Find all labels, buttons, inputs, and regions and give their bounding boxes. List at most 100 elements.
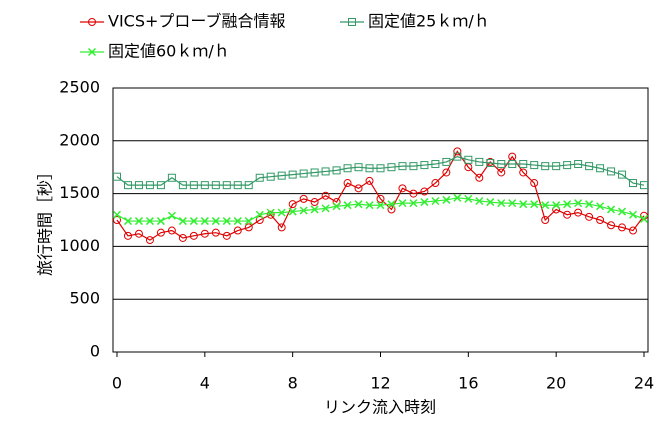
data-point: [233, 226, 242, 235]
data-point: [244, 181, 253, 190]
data-point: [178, 233, 187, 242]
data-point: [200, 229, 209, 238]
data-point: [134, 217, 143, 226]
legend-marker: [348, 18, 356, 26]
data-point: [113, 172, 121, 181]
x-tick-label: 0: [112, 374, 122, 393]
data-point: [552, 162, 561, 171]
data-point: [497, 168, 506, 177]
data-point: [233, 181, 242, 190]
data-point: [211, 217, 220, 226]
data-point: [112, 210, 122, 219]
data-point: [585, 200, 594, 209]
data-point: [167, 211, 176, 220]
legend-label: VICS+プローブ融合情報: [108, 12, 285, 31]
data-point: [211, 181, 220, 190]
data-point: [486, 158, 495, 167]
legend-marker: [87, 47, 97, 57]
data-point: [541, 201, 550, 210]
data-point: [343, 179, 352, 188]
data-point: [167, 226, 176, 235]
data-point: [233, 217, 242, 226]
data-point: [475, 157, 484, 166]
data-point: [409, 189, 418, 198]
data-point: [156, 228, 165, 237]
data-point: [574, 160, 583, 169]
y-tick-label: 1000: [59, 236, 100, 255]
data-point: [387, 200, 396, 209]
data-point: [343, 201, 352, 210]
data-point: [332, 166, 341, 175]
data-point: [277, 208, 286, 217]
data-point: [299, 206, 308, 215]
data-point: [222, 231, 231, 240]
data-point: [607, 205, 616, 214]
data-point: [222, 181, 231, 190]
data-point: [189, 217, 198, 226]
data-point: [321, 191, 330, 200]
data-point: [189, 231, 198, 240]
data-point: [431, 160, 440, 169]
y-tick-label: 0: [90, 342, 100, 361]
data-point: [123, 181, 132, 190]
data-point: [222, 217, 231, 226]
data-point: [255, 173, 264, 182]
data-point: [464, 155, 473, 164]
data-point: [629, 179, 638, 188]
data-point: [134, 181, 143, 190]
data-point: [299, 169, 308, 178]
data-point: [178, 217, 187, 226]
data-point: [211, 228, 220, 237]
data-point: [453, 152, 462, 161]
data-point: [255, 210, 264, 219]
data-point: [310, 168, 319, 177]
data-point: [596, 202, 605, 211]
data-point: [607, 221, 616, 230]
legend-label: 固定値25ｋｍ/ｈ: [368, 12, 490, 31]
data-point: [453, 193, 462, 202]
data-point: [475, 196, 484, 206]
data-point: [277, 223, 286, 232]
data-point: [585, 212, 594, 221]
data-point: [497, 199, 506, 208]
data-point: [409, 199, 418, 208]
data-point: [200, 217, 209, 226]
data-point: [266, 172, 275, 181]
data-point: [409, 162, 418, 171]
data-point: [431, 196, 440, 206]
data-point: [640, 181, 648, 190]
data-point: [178, 181, 187, 190]
x-tick-label: 8: [288, 374, 298, 393]
data-point: [387, 163, 396, 172]
data-point: [464, 194, 473, 203]
data-point: [420, 161, 429, 170]
data-point: [113, 216, 121, 224]
data-point: [376, 194, 385, 203]
data-point: [519, 160, 528, 169]
data-point: [376, 201, 385, 210]
y-tick-label: 1500: [59, 183, 100, 202]
data-point: [563, 200, 572, 209]
data-point: [343, 164, 352, 173]
data-point: [365, 164, 374, 173]
data-point: [354, 200, 363, 209]
x-tick-label: 20: [546, 374, 566, 393]
data-point: [145, 236, 154, 245]
series-line: [116, 156, 645, 186]
data-point: [299, 194, 308, 203]
data-point: [244, 217, 253, 226]
data-point: [541, 216, 550, 224]
data-point: [442, 157, 451, 166]
data-point: [365, 176, 374, 185]
y-tick-label: 500: [69, 289, 100, 308]
x-axis-label: リンク流入時刻: [324, 398, 436, 417]
data-point: [563, 210, 572, 219]
y-tick-label: 2500: [59, 78, 100, 97]
data-point: [552, 201, 561, 210]
data-point: [288, 207, 297, 216]
data-point: [453, 147, 462, 156]
data-point: [123, 231, 132, 240]
data-point: [574, 208, 583, 217]
data-point: [486, 198, 495, 207]
